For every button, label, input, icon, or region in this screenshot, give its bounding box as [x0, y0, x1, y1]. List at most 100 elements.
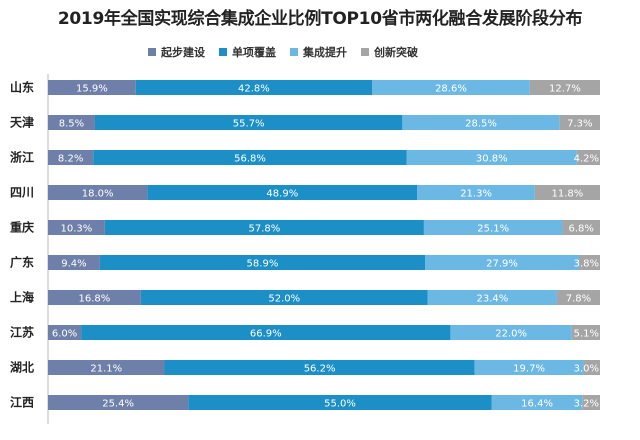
- legend-label-1: 起步建设: [161, 46, 205, 59]
- data-label: 25.4%: [102, 399, 134, 410]
- bar-segment: [562, 220, 600, 235]
- data-label: 16.4%: [521, 399, 553, 410]
- bar-segment: [425, 255, 580, 270]
- category-label: 浙江: [10, 150, 34, 165]
- bar-segment: [48, 360, 165, 375]
- bar-segment: [147, 185, 418, 200]
- data-label: 8.5%: [59, 119, 84, 130]
- bar-segment: [579, 255, 600, 270]
- bar-segment: [48, 220, 105, 235]
- legend-item-2: 单项覆盖: [219, 44, 276, 60]
- bar-segment: [423, 220, 563, 235]
- data-label: 66.9%: [250, 329, 282, 340]
- data-label: 28.5%: [465, 119, 497, 130]
- data-label: 27.9%: [486, 259, 518, 270]
- data-label: 12.7%: [549, 84, 581, 95]
- legend-swatch-4: [361, 48, 369, 56]
- data-label: 3.0%: [574, 364, 599, 375]
- category-label: 天津: [10, 115, 34, 130]
- bar-segment: [450, 325, 572, 340]
- category-label: 江西: [10, 395, 34, 410]
- legend-item-3: 集成提升: [290, 44, 347, 60]
- data-label: 25.1%: [477, 224, 509, 235]
- bar-segment: [372, 80, 530, 95]
- bar-segment: [474, 360, 584, 375]
- data-label: 4.2%: [574, 154, 599, 165]
- bar-segment: [402, 115, 560, 130]
- data-label: 8.2%: [58, 154, 83, 165]
- data-label: 55.0%: [324, 399, 356, 410]
- bar-segment: [48, 395, 189, 410]
- data-label: 22.0%: [495, 329, 527, 340]
- category-label: 四川: [10, 186, 34, 200]
- bar-segment: [94, 115, 403, 130]
- data-label: 10.3%: [61, 224, 93, 235]
- data-label: 7.8%: [566, 294, 591, 305]
- bar-segment: [188, 395, 492, 410]
- bar-segment: [140, 290, 428, 305]
- bar-segment: [529, 80, 600, 95]
- bar-segment: [491, 395, 583, 410]
- legend-label-3: 集成提升: [303, 46, 347, 59]
- category-label: 上海: [10, 290, 34, 305]
- legend-swatch-3: [290, 48, 298, 56]
- data-label: 21.1%: [90, 364, 122, 375]
- legend-item-1: 起步建设: [148, 44, 205, 60]
- data-label: 21.3%: [460, 189, 492, 200]
- data-label: 55.7%: [233, 119, 265, 130]
- bar-segment: [534, 185, 600, 200]
- bar-segment: [93, 150, 407, 165]
- legend-label-4: 创新突破: [374, 46, 418, 59]
- bar-segment: [559, 115, 600, 130]
- bar-segment: [48, 115, 95, 130]
- data-label: 19.7%: [513, 364, 545, 375]
- data-label: 7.3%: [567, 119, 592, 130]
- data-label: 9.4%: [61, 259, 86, 270]
- bar-segment: [164, 360, 475, 375]
- bar-segment: [406, 150, 577, 165]
- category-label: 重庆: [10, 220, 34, 235]
- chart-title: 2019年全国实现综合集成企业比例TOP10省市两化融合发展阶段分布: [57, 9, 583, 29]
- bar-segment: [583, 360, 600, 375]
- legend: 起步建设 单项覆盖 集成提升 创新突破: [148, 44, 432, 60]
- bar-segment: [48, 290, 141, 305]
- bar-segment: [48, 255, 100, 270]
- bar-segment: [81, 325, 451, 340]
- bar-segment: [571, 325, 600, 340]
- data-label: 30.8%: [476, 154, 508, 165]
- bar-segment: [48, 325, 82, 340]
- bar-segment: [417, 185, 535, 200]
- data-label: 28.6%: [435, 84, 467, 95]
- data-label: 6.0%: [52, 329, 77, 340]
- bar-segment: [48, 150, 94, 165]
- bar-segment: [427, 290, 557, 305]
- legend-swatch-2: [219, 48, 227, 56]
- data-label: 56.2%: [304, 364, 336, 375]
- data-label: 57.8%: [248, 224, 280, 235]
- bar-segment: [135, 80, 373, 95]
- legend-swatch-1: [148, 48, 156, 56]
- data-label: 11.8%: [552, 189, 584, 200]
- data-label: 42.8%: [238, 84, 270, 95]
- bar-segment: [104, 220, 424, 235]
- category-label: 湖北: [10, 360, 34, 375]
- data-label: 48.9%: [266, 189, 298, 200]
- legend-item-4: 创新突破: [361, 44, 418, 60]
- bar-segment: [48, 185, 148, 200]
- data-label: 18.0%: [82, 189, 114, 200]
- bar-segment: [556, 290, 600, 305]
- category-label: 江苏: [10, 325, 34, 340]
- data-label: 3.2%: [574, 399, 599, 410]
- data-label: 6.8%: [569, 224, 594, 235]
- data-label: 15.9%: [76, 84, 108, 95]
- data-label: 16.8%: [78, 294, 110, 305]
- data-label: 3.8%: [574, 259, 599, 270]
- data-label: 52.0%: [268, 294, 300, 305]
- bar-segment: [576, 150, 600, 165]
- data-label: 23.4%: [476, 294, 508, 305]
- bar-segment: [99, 255, 426, 270]
- category-label: 山东: [10, 80, 34, 95]
- bar-segment: [582, 395, 600, 410]
